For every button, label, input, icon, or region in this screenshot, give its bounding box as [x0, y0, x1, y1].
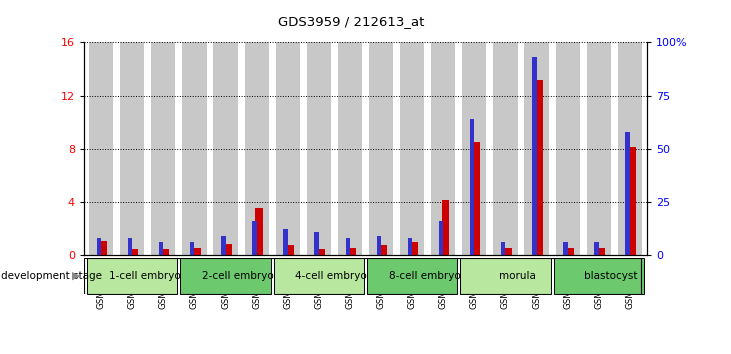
Bar	[284, 229, 288, 255]
Text: development stage: development stage	[1, 271, 102, 281]
Bar	[504, 247, 512, 255]
Bar	[255, 209, 262, 255]
Bar	[462, 42, 486, 255]
Bar	[159, 242, 163, 255]
Bar	[346, 238, 350, 255]
Bar	[338, 42, 362, 255]
Bar	[473, 142, 480, 255]
Text: 2-cell embryo: 2-cell embryo	[202, 271, 274, 281]
Bar	[162, 249, 170, 255]
Bar	[586, 42, 611, 255]
Bar	[594, 242, 599, 255]
Bar	[99, 241, 107, 255]
Bar	[190, 242, 194, 255]
Bar	[597, 248, 605, 255]
Bar	[307, 42, 331, 255]
Bar	[193, 248, 200, 255]
Text: morula: morula	[499, 271, 537, 281]
Bar	[181, 258, 270, 294]
Bar	[213, 42, 238, 255]
Text: 8-cell embryo: 8-cell embryo	[389, 271, 461, 281]
Bar	[369, 42, 393, 255]
Bar	[626, 132, 630, 255]
Bar	[501, 242, 505, 255]
Bar	[493, 42, 518, 255]
Bar	[317, 249, 325, 255]
Bar	[461, 258, 550, 294]
Bar	[410, 241, 418, 255]
Bar	[628, 147, 636, 255]
Text: blastocyst: blastocyst	[584, 271, 638, 281]
Bar	[252, 221, 257, 255]
Bar	[556, 42, 580, 255]
Bar	[524, 42, 549, 255]
Bar	[89, 42, 113, 255]
Bar	[442, 200, 450, 255]
Bar	[532, 57, 537, 255]
Bar	[221, 236, 226, 255]
Bar	[245, 42, 269, 255]
Bar	[151, 42, 175, 255]
Bar	[535, 80, 542, 255]
Bar	[286, 245, 294, 255]
Bar	[274, 258, 364, 294]
Text: 1-cell embryo: 1-cell embryo	[109, 271, 181, 281]
Bar	[400, 42, 424, 255]
Text: ▶: ▶	[72, 271, 80, 281]
Bar	[224, 244, 232, 255]
Text: 4-cell embryo: 4-cell embryo	[295, 271, 367, 281]
Bar	[566, 248, 574, 255]
Bar	[379, 245, 387, 255]
Bar	[376, 236, 381, 255]
Bar	[408, 238, 412, 255]
Bar	[87, 258, 178, 294]
Bar	[120, 42, 145, 255]
Bar	[431, 42, 455, 255]
Bar	[367, 258, 457, 294]
Bar	[128, 238, 132, 255]
Bar	[564, 242, 568, 255]
Bar	[470, 119, 474, 255]
Bar	[348, 248, 356, 255]
Bar	[182, 42, 207, 255]
Bar	[314, 232, 319, 255]
Bar	[131, 249, 138, 255]
Bar	[618, 42, 642, 255]
Bar	[276, 42, 300, 255]
Bar	[439, 221, 443, 255]
Bar	[96, 238, 101, 255]
Text: GDS3959 / 212613_at: GDS3959 / 212613_at	[278, 15, 424, 28]
Bar	[553, 258, 644, 294]
